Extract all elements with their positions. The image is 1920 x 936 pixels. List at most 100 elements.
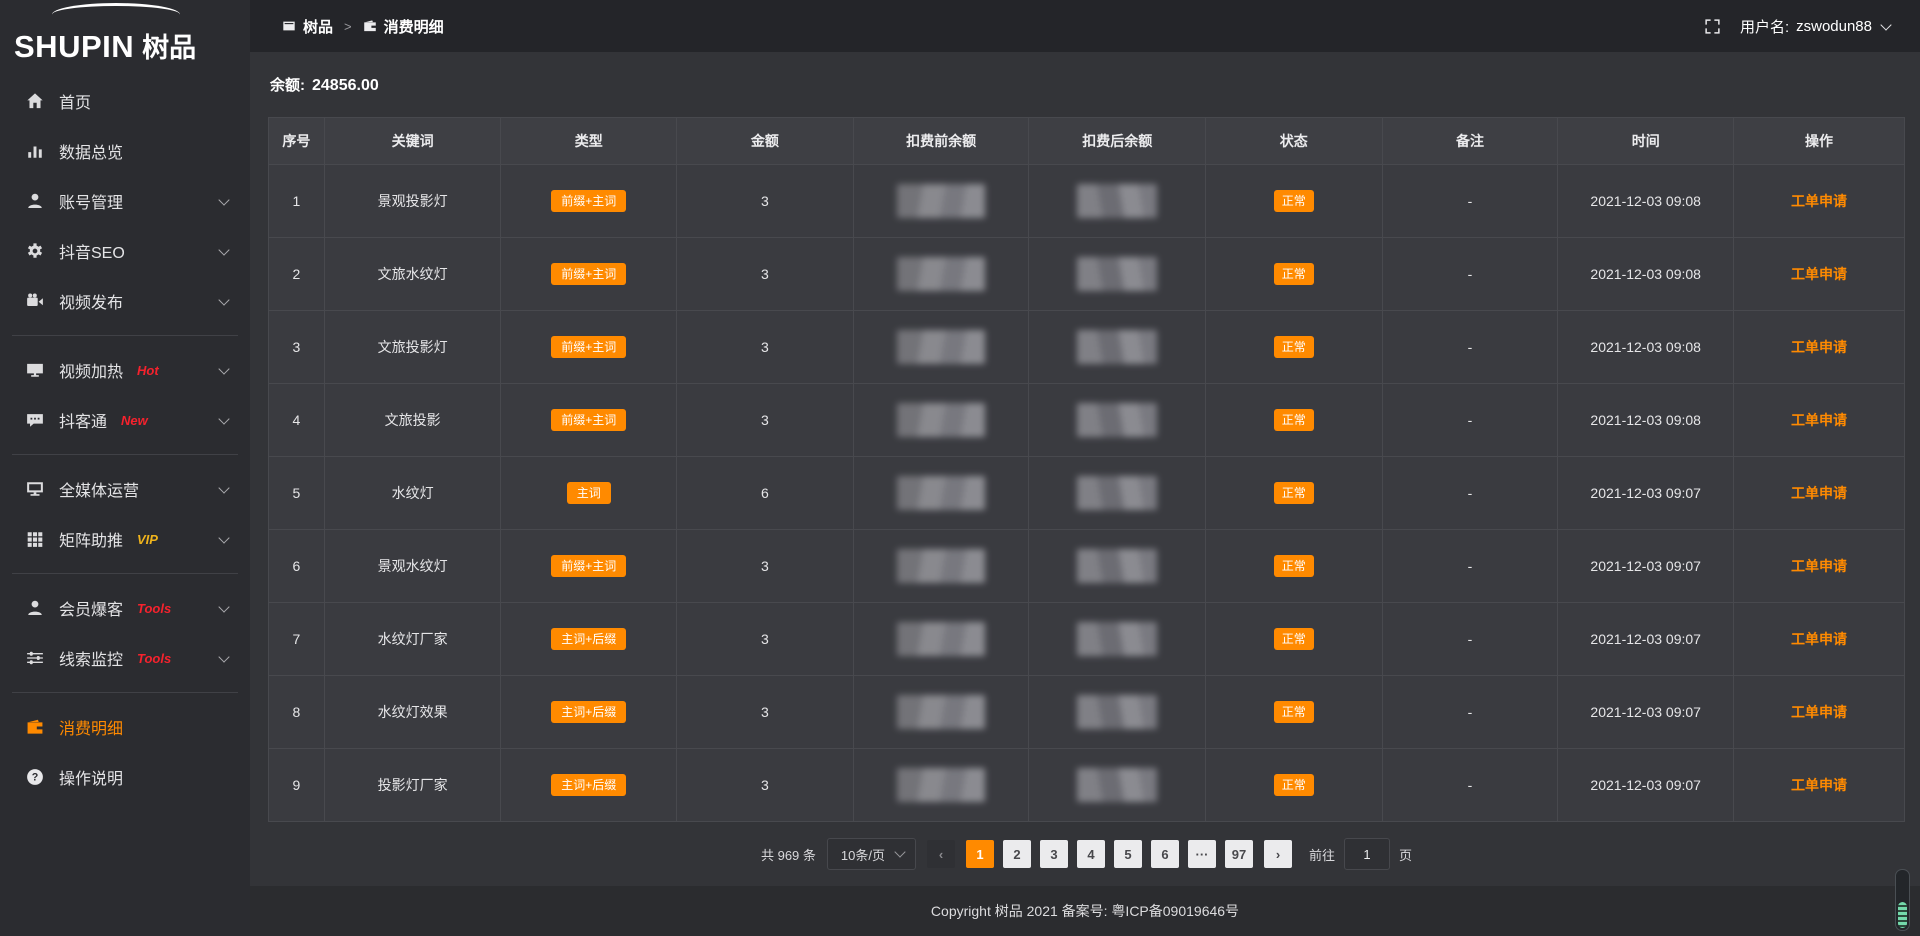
screen-icon	[26, 361, 44, 379]
page-button-4[interactable]: 4	[1076, 840, 1105, 868]
fullscreen-icon[interactable]	[1705, 18, 1720, 34]
column-header: 时间	[1557, 117, 1735, 165]
sidebar-item-13[interactable]: 线索监控 Tools	[0, 633, 250, 683]
page-button-3[interactable]: 3	[1039, 840, 1068, 868]
prev-page-button[interactable]: ‹	[926, 840, 955, 868]
page-button-5[interactable]: 5	[1113, 840, 1142, 868]
censored-value	[1077, 330, 1158, 364]
scrollbar-widget[interactable]	[1895, 869, 1910, 931]
page-ellipsis-button[interactable]: ···	[1187, 840, 1216, 868]
sidebar-item-1[interactable]: 数据总览	[0, 126, 250, 176]
work-order-link[interactable]: 工单申请	[1791, 777, 1848, 793]
work-order-link[interactable]: 工单申请	[1791, 266, 1848, 282]
row-index: 6	[268, 529, 325, 603]
work-order-link[interactable]: 工单申请	[1791, 193, 1848, 209]
column-header: 关键词	[323, 117, 502, 165]
topbar-right: 用户名: zswodun88	[1705, 16, 1892, 37]
sidebar-item-6[interactable]: 视频加热 Hot	[0, 345, 250, 395]
table-body: 1 景观投影灯 前缀+主词 3 正常 -2021-12-03 09:08 工单申请 2 文旅水纹…	[268, 164, 1905, 822]
type-badge: 前缀+主词	[551, 189, 627, 213]
user-icon	[26, 192, 44, 210]
sidebar-item-2[interactable]: 账号管理	[0, 176, 250, 226]
censored-value	[897, 622, 986, 656]
work-order-link[interactable]: 工单申请	[1791, 631, 1848, 647]
row-index: 5	[268, 456, 325, 530]
balance-value: 24856.00	[312, 77, 379, 94]
balance-before-cell	[852, 383, 1030, 457]
work-order-link[interactable]: 工单申请	[1791, 704, 1848, 720]
remark-cell: -	[1381, 602, 1559, 676]
sidebar: SHUPIN 树品 首页 数据总览 账号管理 抖音SEO 视频发布 视频加热 Hot 抖客通 N…	[0, 0, 250, 936]
remark-cell: -	[1381, 748, 1559, 822]
wallet-icon	[26, 718, 44, 736]
balance-after-cell	[1028, 164, 1207, 238]
status-cell: 正常	[1205, 310, 1383, 384]
work-order-link[interactable]: 工单申请	[1791, 485, 1848, 501]
content: 余额: 24856.00 序号 关键词 类型 金额 扣费前余额 扣费后余额 状态 备注 时间 操作 …	[250, 52, 1920, 886]
censored-value	[897, 403, 986, 437]
amount-cell: 3	[676, 675, 854, 749]
breadcrumb-label: 树品	[303, 18, 334, 36]
work-order-link[interactable]: 工单申请	[1791, 558, 1848, 574]
sidebar-item-7[interactable]: 抖客通 New	[0, 395, 250, 445]
work-order-link[interactable]: 工单申请	[1791, 339, 1848, 355]
time-cell: 2021-12-03 09:08	[1557, 383, 1735, 457]
table-row: 6 景观水纹灯 前缀+主词 3 正常 -2021-12-03 09:07 工单申请	[268, 529, 1905, 603]
video-icon	[26, 292, 44, 310]
censored-value	[1077, 476, 1158, 510]
page-button-2[interactable]: 2	[1002, 840, 1031, 868]
type-cell: 主词	[500, 456, 678, 530]
sidebar-item-15[interactable]: 消费明细	[0, 702, 250, 752]
work-order-link[interactable]: 工单申请	[1791, 412, 1848, 428]
status-badge: 正常	[1273, 700, 1314, 724]
sidebar-item-9[interactable]: 全媒体运营	[0, 464, 250, 514]
keyword-cell: 景观投影灯	[323, 164, 502, 238]
breadcrumb-item-home[interactable]: 树品	[282, 16, 333, 37]
sidebar-item-12[interactable]: 会员爆客 Tools	[0, 583, 250, 633]
chevron-down-icon	[218, 193, 230, 206]
action-cell: 工单申请	[1733, 237, 1905, 311]
time-cell: 2021-12-03 09:07	[1557, 456, 1735, 530]
action-cell: 工单申请	[1733, 529, 1905, 603]
copyright-text: Copyright 树品 2021 备案号: 粤ICP备09019646号	[930, 903, 1240, 919]
per-page-select[interactable]: 10条/页	[826, 838, 916, 870]
scrollbar-thumb[interactable]	[1898, 902, 1907, 928]
sidebar-item-4[interactable]: 视频发布	[0, 276, 250, 326]
row-index: 3	[268, 310, 325, 384]
chevron-down-icon	[218, 362, 230, 375]
status-badge: 正常	[1273, 554, 1314, 578]
page-button-6[interactable]: 6	[1150, 840, 1179, 868]
sidebar-item-10[interactable]: 矩阵助推 VIP	[0, 514, 250, 564]
sidebar-item-3[interactable]: 抖音SEO	[0, 226, 250, 276]
svg-text:?: ?	[32, 772, 39, 784]
type-cell: 主词+后缀	[500, 602, 678, 676]
sidebar-item-label: 视频加热	[59, 364, 124, 381]
sidebar-item-16[interactable]: ? 操作说明	[0, 752, 250, 802]
sidebar-item-label: 会员爆客	[59, 602, 124, 619]
page-button-1[interactable]: 1	[965, 840, 994, 868]
chevron-down-icon	[218, 531, 230, 544]
balance-before-cell	[852, 529, 1030, 603]
page-button-97[interactable]: 97	[1224, 840, 1253, 868]
remark-cell: -	[1381, 456, 1559, 530]
balance-after-cell	[1028, 602, 1207, 676]
censored-value	[897, 184, 986, 218]
sidebar-item-label: 首页	[59, 95, 92, 112]
sliders-icon	[26, 649, 44, 667]
keyword-cell: 文旅投影灯	[323, 310, 502, 384]
next-page-button[interactable]: ›	[1263, 840, 1292, 868]
page-jump: 前往 页	[1309, 838, 1412, 870]
censored-value	[1077, 695, 1158, 729]
column-header: 状态	[1205, 117, 1383, 165]
balance-before-cell	[852, 456, 1030, 530]
censored-value	[897, 768, 986, 802]
type-cell: 前缀+主词	[500, 383, 678, 457]
balance-after-cell	[1028, 237, 1207, 311]
jump-input[interactable]	[1344, 838, 1390, 870]
amount-cell: 3	[676, 529, 854, 603]
status-cell: 正常	[1205, 237, 1383, 311]
user-menu[interactable]: 用户名: zswodun88	[1740, 16, 1892, 37]
remark-cell: -	[1381, 164, 1559, 238]
remark-cell: -	[1381, 310, 1559, 384]
sidebar-item-0[interactable]: 首页	[0, 76, 250, 126]
